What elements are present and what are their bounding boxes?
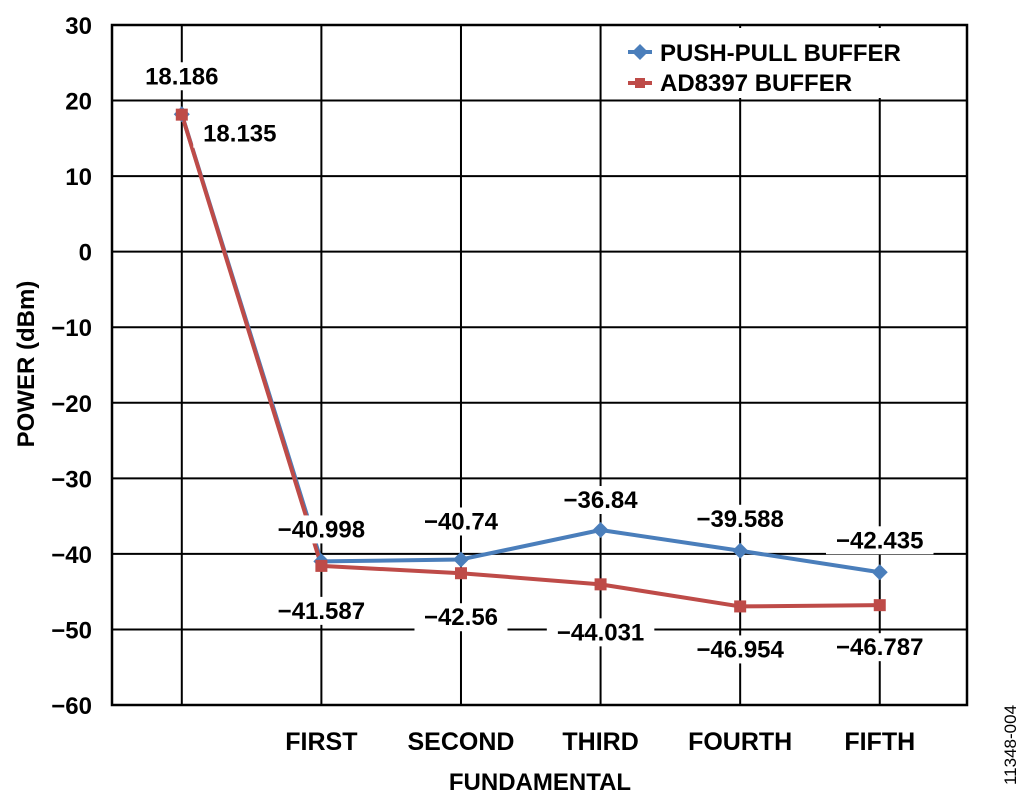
x-axis-ticks: FIRST SECOND THIRD FOURTH FIFTH xyxy=(285,728,915,756)
data-point xyxy=(873,599,886,612)
data-point xyxy=(315,559,328,572)
data-label: −41.587 xyxy=(278,598,365,625)
data-label-bg xyxy=(554,486,648,515)
y-tick-label: 20 xyxy=(65,89,92,116)
data-label: −36.84 xyxy=(564,487,639,514)
data-label-bg xyxy=(267,596,376,625)
plot-frame xyxy=(110,23,969,707)
x-tick-label: SECOND xyxy=(407,728,514,756)
y-tick-label: −20 xyxy=(51,391,92,418)
series-line-0 xyxy=(179,113,881,575)
data-point xyxy=(452,551,469,568)
data-label-bg xyxy=(686,635,794,664)
y-tick-label: −50 xyxy=(51,617,92,644)
legend-label-ad8397: AD8397 BUFFER xyxy=(660,70,852,97)
data-label-bg xyxy=(414,603,508,632)
data-label: 18.135 xyxy=(203,121,276,148)
grid xyxy=(110,23,969,707)
legend: PUSH-PULL BUFFER AD8397 BUFFER xyxy=(615,28,957,98)
data-label-bg xyxy=(826,526,934,555)
data-point xyxy=(592,522,609,539)
data-label: −42.56 xyxy=(424,604,498,631)
data-label: −39.588 xyxy=(696,506,783,533)
legend-item-ad8397: AD8397 BUFFER xyxy=(628,70,852,97)
data-point xyxy=(594,578,607,591)
figure-id: 11348-004 xyxy=(1001,705,1020,785)
y-tick-label: −40 xyxy=(51,542,92,569)
data-point xyxy=(734,600,747,613)
series-markers xyxy=(173,106,888,613)
data-label-bg xyxy=(135,62,229,91)
series-lines xyxy=(179,113,881,609)
data-label-bg xyxy=(267,515,376,544)
legend-marker-ad8397 xyxy=(635,78,645,88)
data-label: −46.787 xyxy=(836,634,923,661)
y-tick-label: 0 xyxy=(79,240,92,267)
x-tick-label: FIFTH xyxy=(844,728,915,756)
legend-label-push-pull: PUSH-PULL BUFFER xyxy=(660,40,901,67)
y-tick-label: −60 xyxy=(51,693,92,720)
data-point xyxy=(732,542,749,559)
data-label-bg xyxy=(686,504,794,533)
data-label-bg xyxy=(193,119,287,148)
legend-box xyxy=(615,28,957,98)
x-tick-label: THIRD xyxy=(562,728,638,756)
legend-item-push-pull: PUSH-PULL BUFFER xyxy=(628,40,901,67)
y-tick-label: 10 xyxy=(65,164,92,191)
x-axis-title: FUNDAMENTAL xyxy=(449,769,631,796)
y-axis-ticks: 30 20 10 0 −10 −20 −30 −40 −50 −60 xyxy=(51,13,92,720)
data-label: −46.954 xyxy=(696,636,784,663)
data-label-bg xyxy=(546,618,655,647)
data-label: −40.998 xyxy=(278,516,365,543)
data-point xyxy=(175,108,188,121)
series-line-1 xyxy=(179,114,880,609)
y-tick-label: 30 xyxy=(65,13,92,40)
data-label-bg xyxy=(826,633,934,662)
data-label: −44.031 xyxy=(557,619,644,646)
y-tick-label: −10 xyxy=(51,315,92,342)
y-tick-label: −30 xyxy=(51,466,92,493)
data-label: −42.435 xyxy=(836,527,923,554)
y-axis-title: POWER (dBm) xyxy=(13,281,40,448)
x-tick-label: FIRST xyxy=(285,728,357,756)
data-point xyxy=(454,567,467,580)
data-point xyxy=(871,564,888,581)
legend-marker-push-pull xyxy=(632,44,648,60)
data-label: 18.186 xyxy=(145,63,218,90)
data-labels: 18.186 −40.998 −40.74 −36.84 −39.588 −42.435 1… xyxy=(135,62,934,664)
data-label: −40.74 xyxy=(424,508,499,535)
x-tick-label: FOURTH xyxy=(688,728,792,756)
data-label-bg xyxy=(414,507,508,536)
